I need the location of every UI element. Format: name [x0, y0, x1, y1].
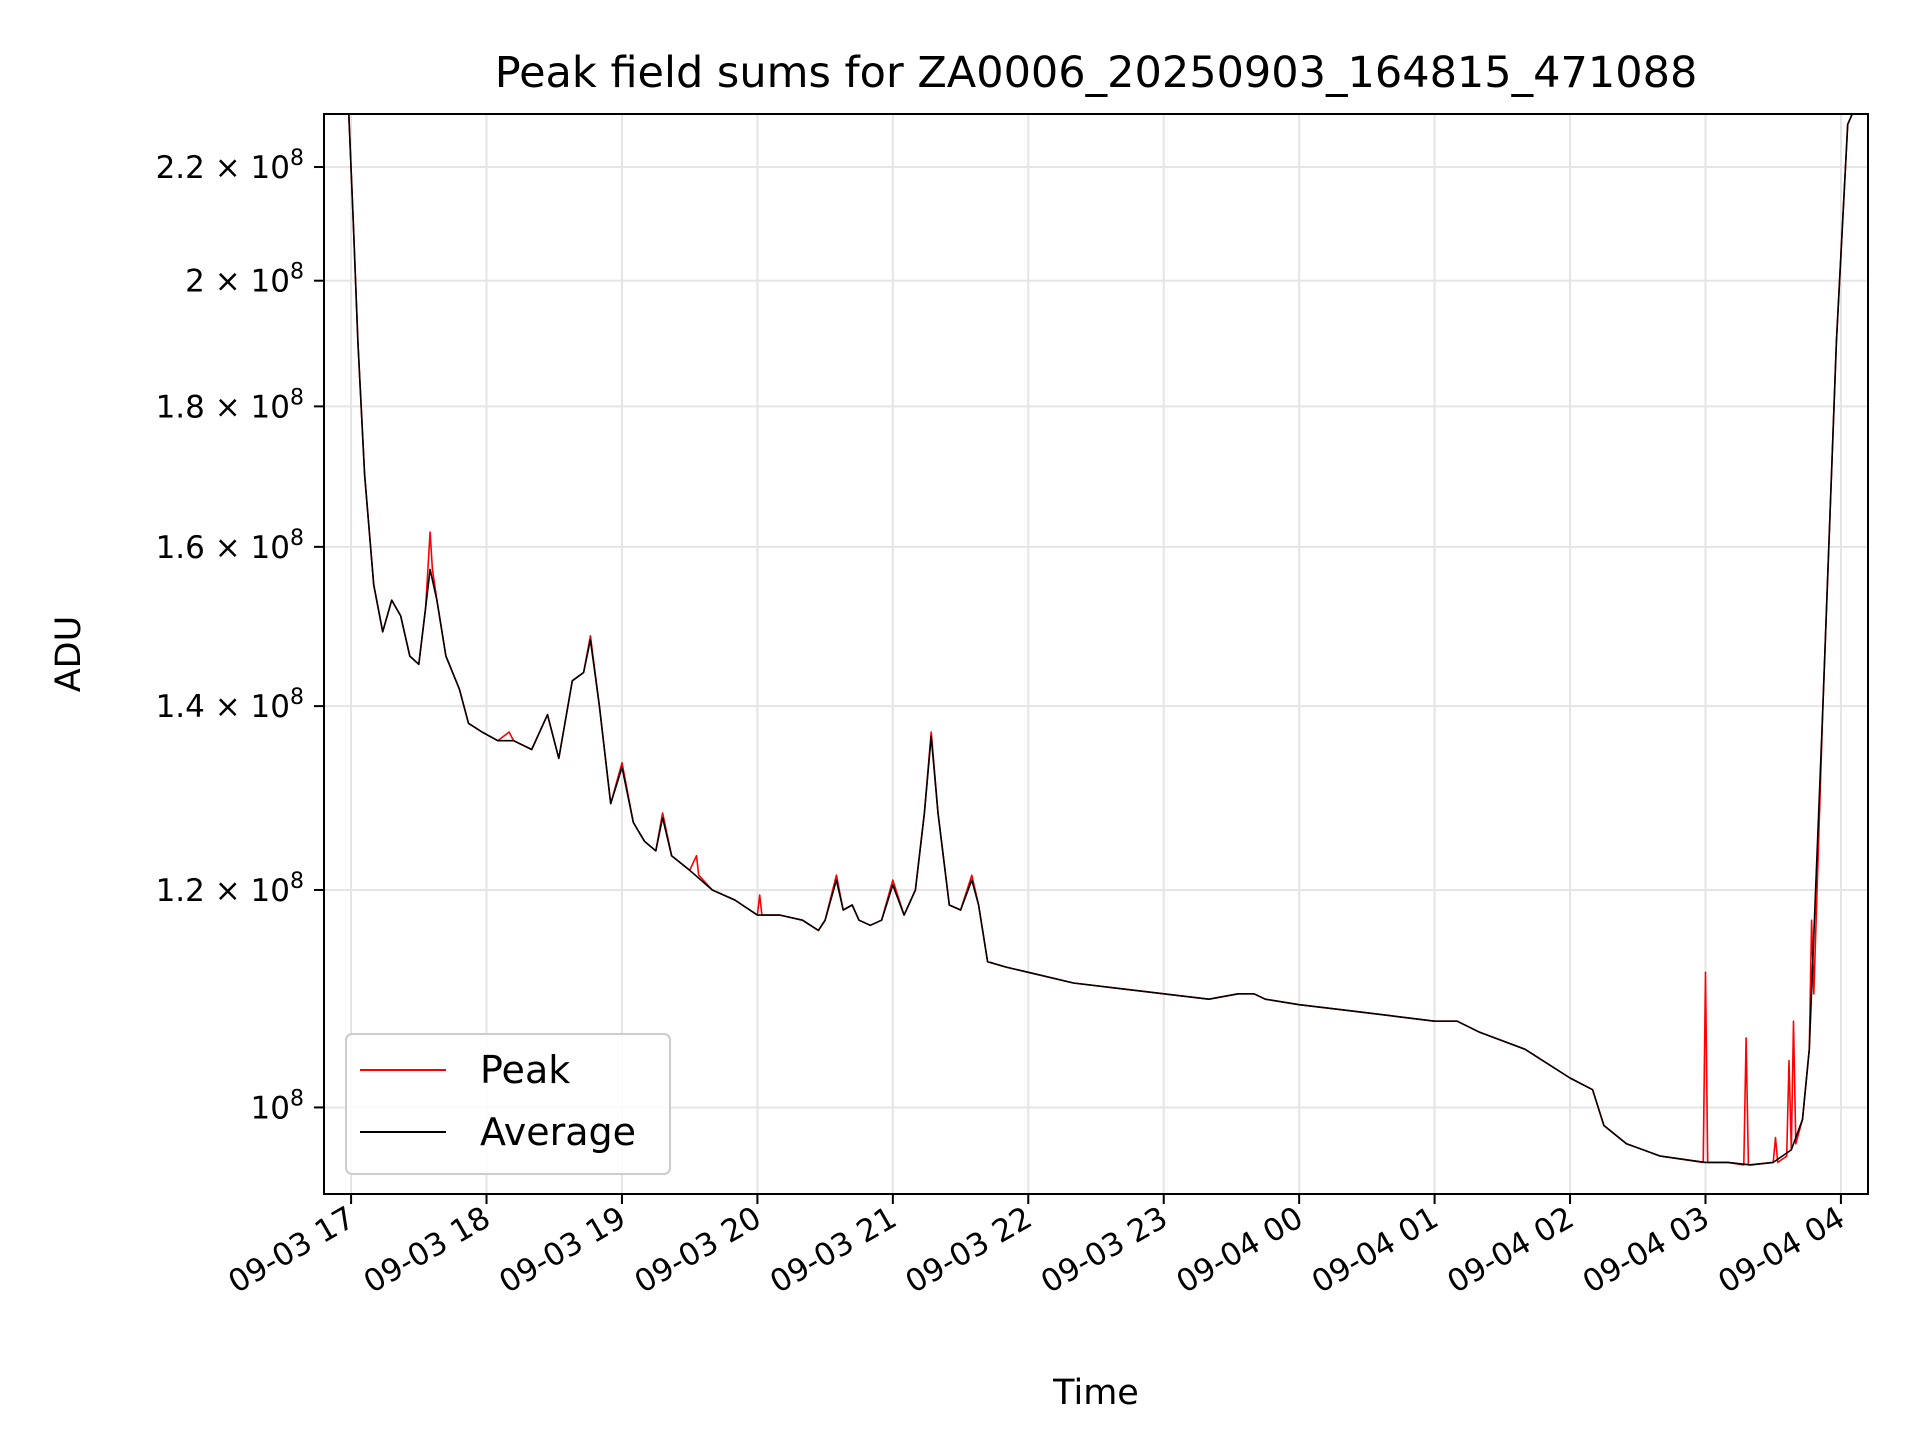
y-tick-label: 1.4 × 108: [156, 685, 304, 725]
series-line-average: [348, 114, 1853, 1166]
legend-label-peak: Peak: [480, 1048, 570, 1092]
chart-title: Peak field sums for ZA0006_20250903_1648…: [495, 48, 1698, 98]
legend: Peak Average: [345, 1033, 671, 1175]
legend-label-average: Average: [480, 1110, 636, 1154]
y-tick-label: 2.2 × 108: [156, 146, 304, 186]
y-tick-label: 2 × 108: [185, 260, 304, 300]
series-layer: [348, 114, 1853, 1166]
plot-frame: [323, 113, 1869, 1195]
y-tick-label: 1.6 × 108: [156, 526, 304, 566]
y-axis-title: ADU: [49, 616, 89, 693]
y-tick-label: 1.8 × 108: [156, 385, 304, 425]
x-axis-title: Time: [1052, 1373, 1139, 1413]
y-tick-label: 1.2 × 108: [156, 869, 304, 909]
